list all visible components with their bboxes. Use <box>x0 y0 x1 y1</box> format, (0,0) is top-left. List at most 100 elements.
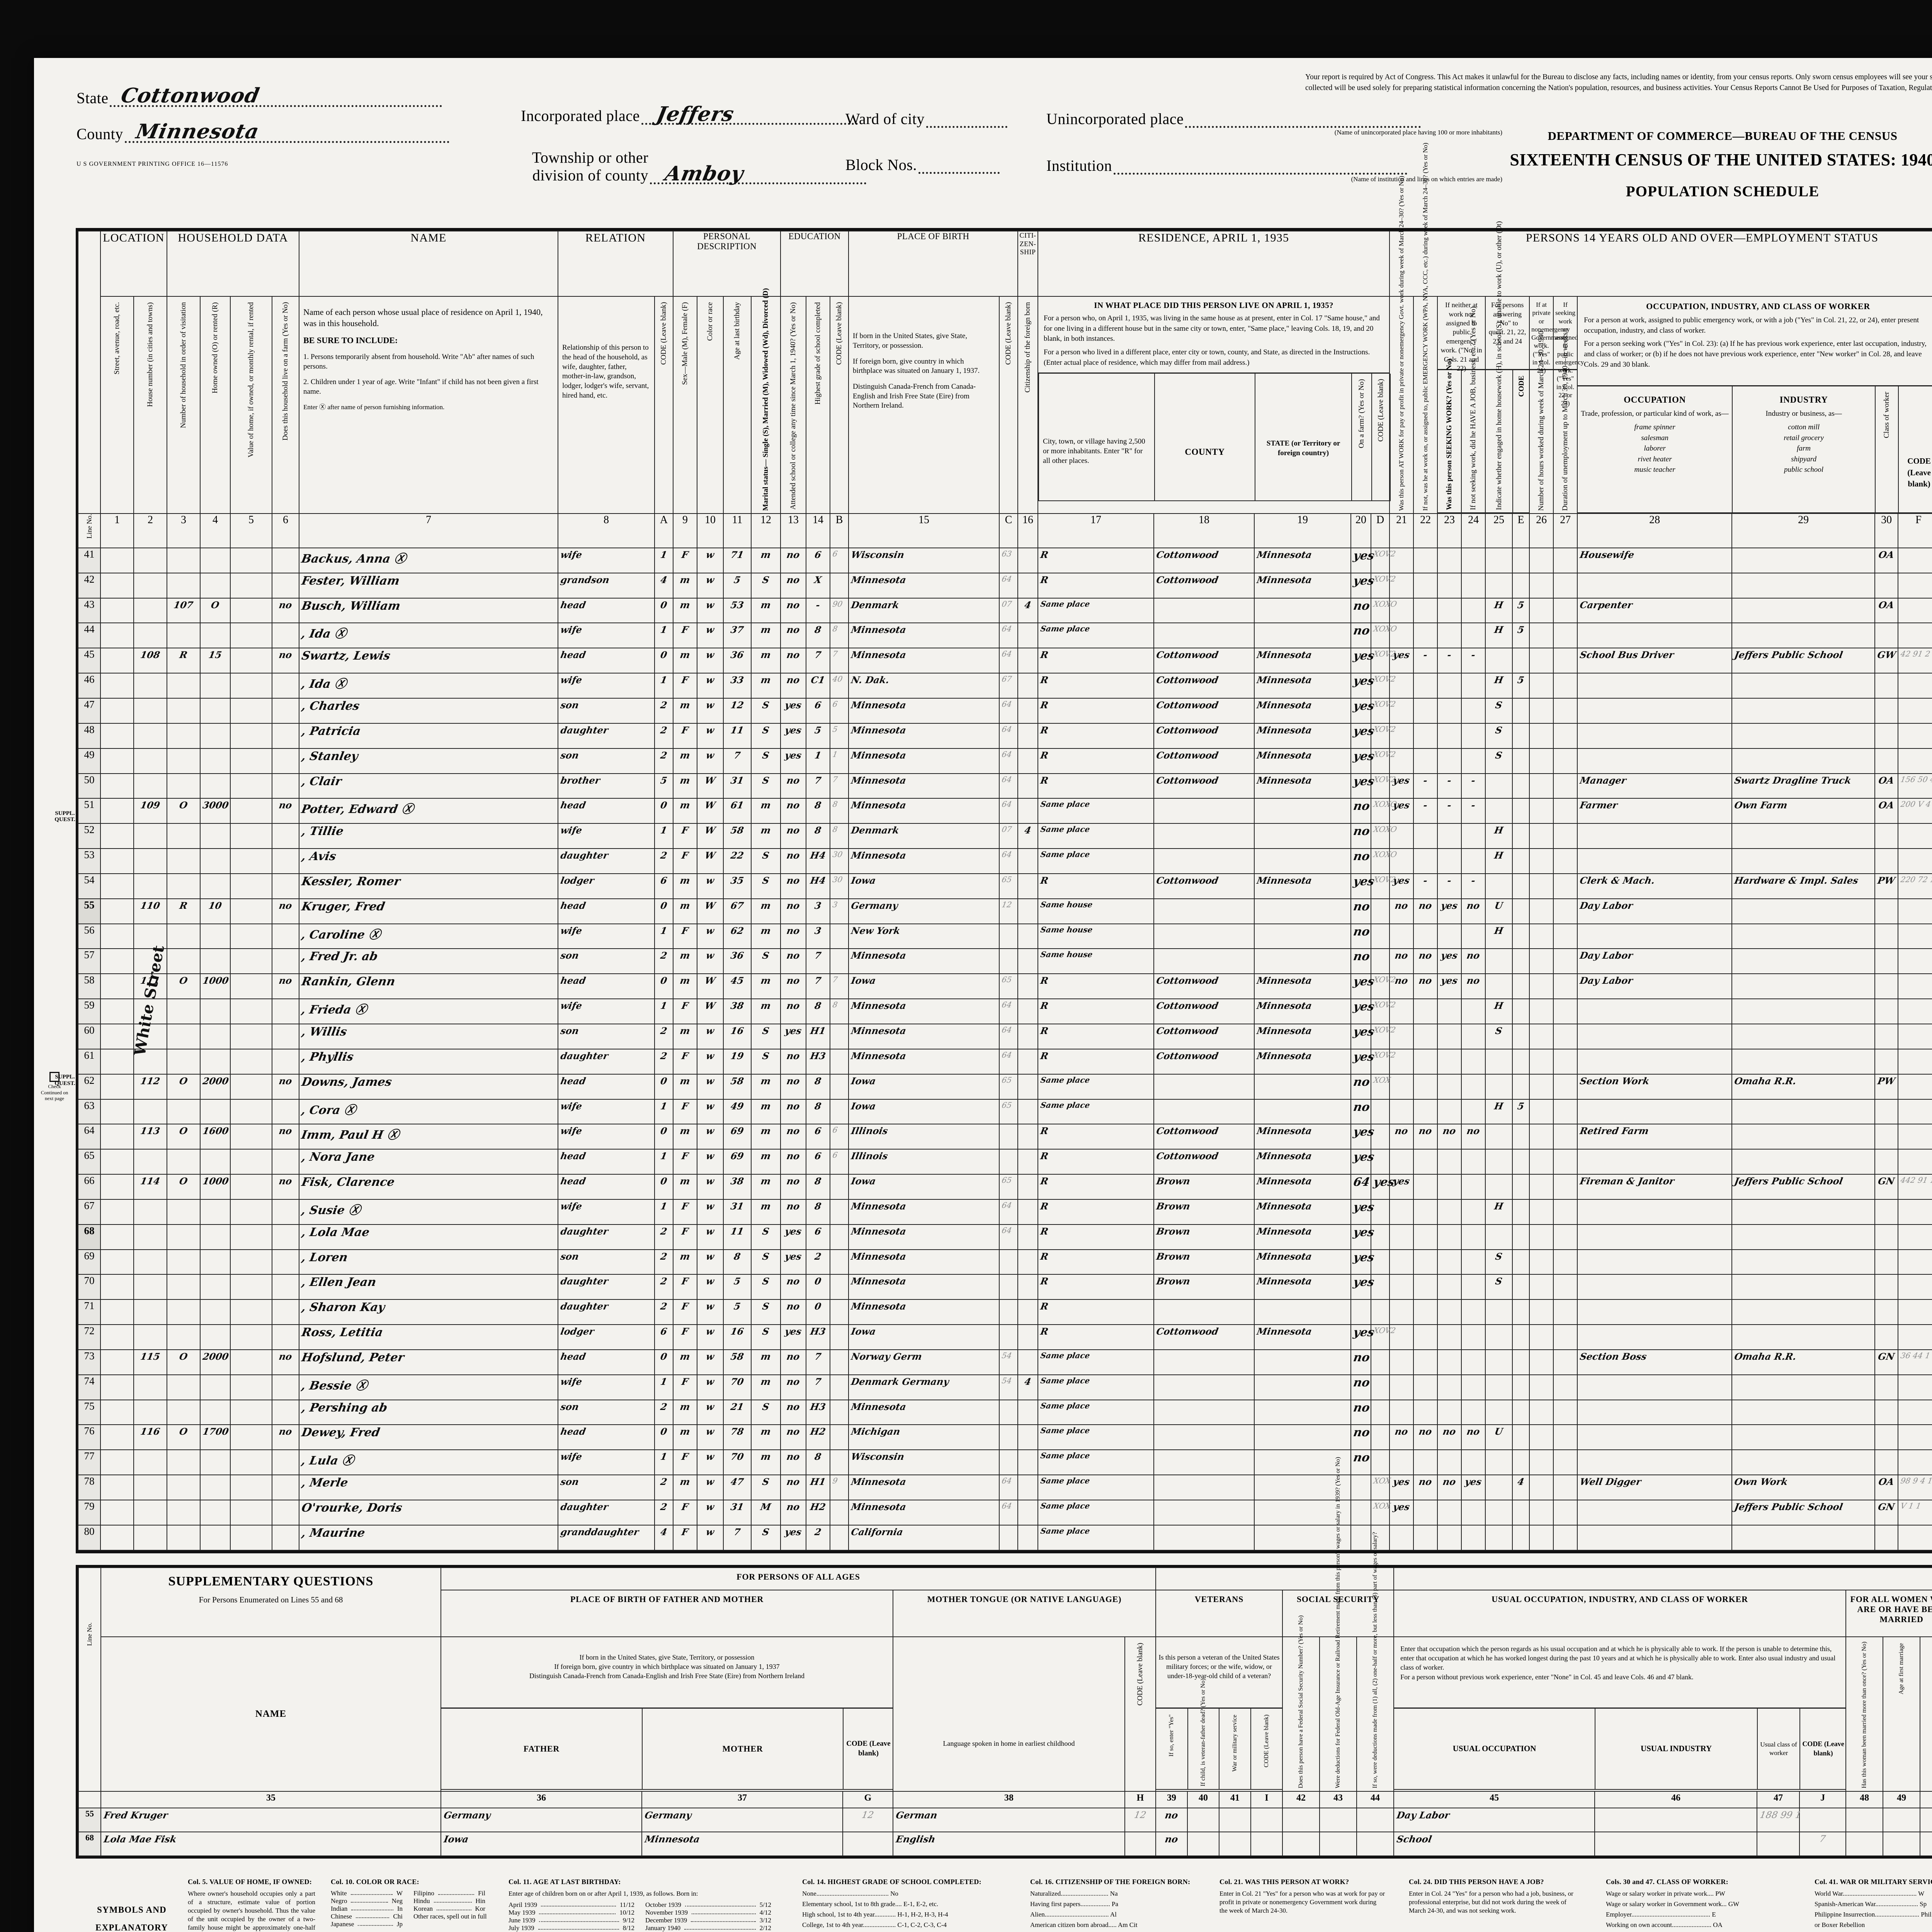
cell-farm[interactable]: no <box>271 798 300 824</box>
supp-cell-v41[interactable] <box>1219 1808 1252 1833</box>
cell-res19[interactable] <box>1254 622 1352 649</box>
cell-res17[interactable]: R <box>1037 1124 1155 1150</box>
supp-cell-g[interactable] <box>842 1832 893 1856</box>
cell-q23[interactable] <box>1437 1249 1462 1275</box>
cell-res19[interactable] <box>1254 1500 1352 1526</box>
cell-q23[interactable] <box>1437 1524 1462 1551</box>
cell-q26[interactable] <box>1529 1249 1554 1275</box>
cell-ind[interactable] <box>1731 1048 1876 1075</box>
cell-res20[interactable]: yes <box>1350 1124 1375 1150</box>
cell-relation[interactable]: son <box>558 1475 655 1500</box>
cell-marital[interactable]: m <box>751 923 781 949</box>
cell-res20[interactable]: yes <box>1350 748 1375 774</box>
cell-school[interactable]: no <box>780 823 807 849</box>
cell-hh[interactable]: O <box>167 1073 201 1100</box>
cell-relation[interactable]: brother <box>558 773 655 799</box>
cell-farm[interactable] <box>271 1149 300 1175</box>
cell-street[interactable] <box>100 698 134 724</box>
cell-res20[interactable]: yes <box>1350 1149 1375 1175</box>
cell-res17[interactable]: Same place <box>1037 848 1155 874</box>
cell-age[interactable]: 36 <box>723 648 752 674</box>
cell-res20[interactable]: yes <box>1350 873 1375 899</box>
cell-relation[interactable]: wife <box>558 998 655 1024</box>
cell-q23[interactable]: no <box>1437 1124 1462 1150</box>
cell-cit[interactable] <box>1017 622 1039 649</box>
cell-sex[interactable]: F <box>673 1500 698 1526</box>
cell-res20[interactable]: no <box>1350 1399 1372 1425</box>
cell-occ[interactable] <box>1577 1299 1733 1325</box>
cell-d[interactable] <box>1371 1299 1390 1325</box>
cell-ind[interactable]: Omaha R.R. <box>1731 1073 1876 1100</box>
cell-ind[interactable] <box>1731 823 1876 849</box>
supp-cell-h[interactable] <box>1124 1832 1156 1856</box>
cell-res18[interactable]: Cottonwood <box>1153 773 1255 799</box>
cell-house[interactable] <box>133 1249 167 1275</box>
cell-birth[interactable]: Minnesota <box>848 998 1000 1024</box>
cell-grade[interactable]: H4 <box>806 873 831 899</box>
cell-house[interactable] <box>133 1274 167 1300</box>
cell-or[interactable]: 10 <box>200 898 231 924</box>
cell-res20[interactable] <box>1350 1500 1372 1526</box>
cell-q26[interactable] <box>1529 1149 1554 1175</box>
cell-farm[interactable] <box>271 748 300 774</box>
cell-birth[interactable]: Minnesota <box>848 798 1000 824</box>
cell-or[interactable] <box>200 673 231 699</box>
cell-school[interactable]: yes <box>780 748 807 774</box>
cell-q26[interactable] <box>1529 848 1554 874</box>
cell-farm[interactable] <box>271 1500 300 1526</box>
cell-race[interactable]: w <box>697 597 724 624</box>
cell-relation[interactable]: wife <box>558 547 655 573</box>
cell-a[interactable]: 1 <box>654 622 674 649</box>
cell-school[interactable]: no <box>780 648 807 674</box>
cell-c[interactable]: 54 <box>999 1349 1019 1375</box>
cell-res19[interactable]: Minnesota <box>1254 873 1352 899</box>
cell-c[interactable]: 64 <box>999 723 1019 749</box>
cell-b[interactable] <box>830 1199 849 1225</box>
cell-c[interactable] <box>999 923 1019 949</box>
cell-b[interactable] <box>830 1424 849 1451</box>
table-row[interactable]: 58 111 O 1000 no Rankin, Glenn head 0 m W 45 m no 7 7 I… <box>78 973 1932 1000</box>
cell-q24[interactable] <box>1461 572 1486 599</box>
cell-a[interactable]: 4 <box>654 1524 674 1551</box>
cell-race[interactable]: w <box>697 1349 724 1375</box>
supp-cell-tongue[interactable]: German <box>893 1808 1125 1833</box>
cell-age[interactable]: 21 <box>723 1399 752 1425</box>
cell-q24[interactable]: - <box>1461 798 1486 824</box>
cell-q25[interactable]: S <box>1485 1023 1513 1049</box>
cell-marital[interactable]: m <box>751 622 781 649</box>
cell-occ[interactable]: Day Labor <box>1577 898 1733 924</box>
cell-school[interactable]: no <box>780 673 807 699</box>
cell-house[interactable] <box>133 923 167 949</box>
cell-q22[interactable]: no <box>1413 1475 1438 1500</box>
cell-q25[interactable] <box>1485 873 1513 899</box>
cell-value[interactable] <box>230 823 272 849</box>
cell-d[interactable]: XOV2 <box>1371 572 1396 599</box>
cell-birth[interactable]: Minnesota <box>848 1249 1000 1275</box>
cell-res18[interactable]: Brown <box>1153 1199 1255 1225</box>
cell-d[interactable]: XOV2 <box>1371 748 1396 774</box>
cell-race[interactable]: w <box>697 1324 724 1350</box>
cell-f[interactable] <box>1898 622 1932 649</box>
cell-b[interactable] <box>830 1449 849 1476</box>
cell-q27[interactable] <box>1553 1475 1578 1500</box>
cell-class[interactable]: OA <box>1874 547 1899 573</box>
cell-res19[interactable] <box>1254 1073 1352 1100</box>
cell-f[interactable] <box>1898 973 1932 1000</box>
cell-farm[interactable] <box>271 1274 300 1300</box>
cell-class[interactable]: GN <box>1874 1174 1899 1200</box>
cell-house[interactable]: 114 <box>133 1174 167 1200</box>
cell-res20[interactable]: no <box>1350 1349 1372 1375</box>
cell-res20[interactable]: no <box>1350 798 1372 824</box>
cell-value[interactable] <box>230 1274 272 1300</box>
cell-q23[interactable] <box>1437 1099 1462 1125</box>
cell-res17[interactable]: Same place <box>1037 597 1155 624</box>
cell-ind[interactable] <box>1731 948 1876 975</box>
cell-race[interactable]: w <box>697 1399 724 1425</box>
cell-a[interactable]: 1 <box>654 547 674 573</box>
cell-cit[interactable] <box>1017 948 1039 975</box>
